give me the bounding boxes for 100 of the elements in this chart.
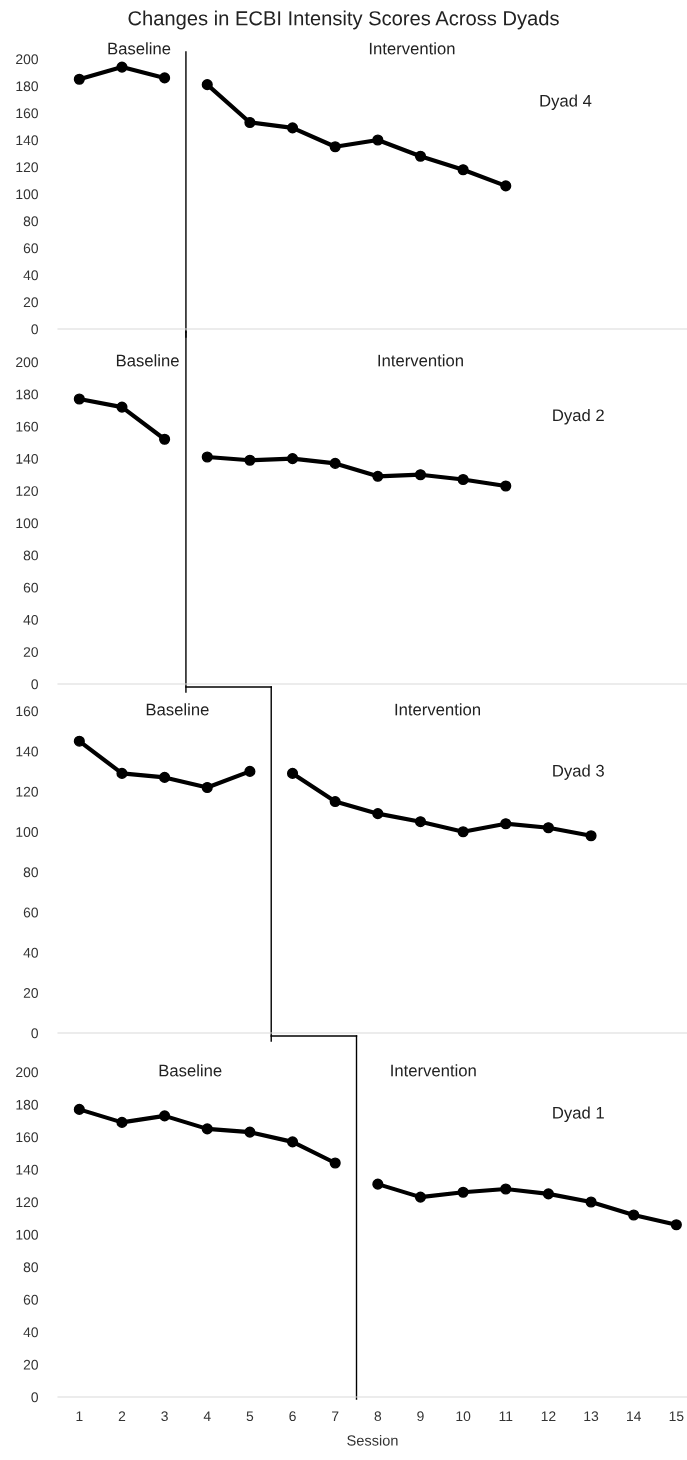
point	[73, 393, 85, 405]
y-tick-label: 20	[23, 297, 39, 308]
point	[457, 164, 469, 176]
point	[116, 767, 128, 779]
point	[286, 453, 299, 465]
x-tick-label: 2	[118, 1411, 126, 1421]
y-tick-label: 120	[16, 162, 39, 173]
point	[73, 735, 85, 747]
point	[542, 1188, 554, 1200]
point	[414, 1191, 427, 1203]
annotation: Baseline	[146, 703, 209, 716]
annotation: Intervention	[391, 1064, 476, 1077]
y-tick-label: 140	[16, 453, 39, 464]
y-tick-label: 180	[16, 389, 39, 400]
point	[372, 1178, 384, 1190]
y-tick-label: 0	[31, 1392, 39, 1403]
point	[414, 816, 427, 828]
y-tick-label: 60	[23, 907, 39, 918]
y-tick-label: 140	[16, 746, 39, 757]
point	[670, 1219, 682, 1231]
point	[73, 1103, 85, 1115]
point	[159, 1110, 171, 1122]
x-tick-label: 1	[76, 1411, 83, 1421]
point	[414, 469, 427, 481]
point	[585, 830, 597, 842]
x-tick-label: 15	[669, 1411, 684, 1422]
x-tick-label: 12	[541, 1411, 556, 1421]
y-tick-label: 60	[23, 243, 39, 254]
y-tick-label: 40	[23, 614, 39, 625]
point	[500, 180, 512, 192]
point	[159, 433, 171, 445]
y-tick-label: 140	[16, 1164, 39, 1175]
y-tick-label: 120	[16, 486, 39, 496]
y-tick-label: 100	[16, 827, 39, 837]
y-tick-label: 60	[23, 582, 39, 593]
point	[414, 150, 427, 162]
point	[73, 73, 85, 85]
y-tick-label: 120	[16, 1197, 39, 1208]
y-tick-label: 180	[16, 81, 39, 92]
x-tick-label: 5	[246, 1411, 254, 1422]
text: Intervention	[369, 42, 455, 55]
y-tick-label: 80	[23, 867, 39, 878]
x-tick-label: 7	[332, 1411, 339, 1421]
y-tick-label: 80	[23, 550, 39, 561]
annotation: Baseline	[159, 1064, 222, 1077]
point	[116, 401, 128, 413]
point	[201, 79, 213, 91]
point	[286, 767, 299, 779]
y-tick-label: 60	[23, 1294, 39, 1305]
y-tick-label: 120	[16, 786, 39, 797]
point	[329, 457, 341, 469]
y-tick-label: 20	[23, 988, 39, 998]
x-tick-label: 6	[289, 1411, 296, 1422]
point	[372, 808, 384, 820]
x-tick-label: 4	[203, 1411, 211, 1421]
point	[542, 822, 554, 834]
annotation: Dyad 4	[540, 94, 592, 110]
chart-title: Changes in ECBI Intensity Scores Across Dyads	[128, 10, 559, 30]
point	[457, 1186, 469, 1198]
point	[372, 134, 384, 146]
point	[457, 826, 469, 838]
point	[329, 1157, 341, 1169]
point	[159, 771, 171, 783]
text: Baseline	[108, 42, 171, 55]
x-tick-label: 10	[456, 1411, 471, 1422]
y-tick-label: 180	[16, 1099, 39, 1110]
x-tick-label: 13	[584, 1411, 599, 1422]
point	[329, 141, 341, 153]
y-tick-label: 40	[23, 1327, 39, 1338]
y-tick-label: 160	[16, 706, 39, 717]
point	[116, 61, 128, 73]
y-tick-label: 100	[16, 518, 39, 529]
point	[329, 796, 341, 808]
y-tick-label: 160	[16, 1132, 39, 1143]
point	[201, 451, 213, 463]
point	[244, 116, 256, 129]
point	[244, 1126, 256, 1138]
y-tick-label: 80	[23, 216, 39, 227]
y-tick-label: 200	[16, 54, 39, 65]
y-tick-label: 140	[16, 135, 39, 146]
annotation: Intervention	[395, 703, 480, 716]
point	[500, 818, 512, 830]
point	[244, 454, 256, 466]
x-tick-label: 14	[627, 1411, 642, 1421]
point	[457, 473, 469, 486]
x-tick-label: 8	[374, 1411, 382, 1422]
annotation: Dyad 2	[553, 408, 604, 425]
point	[500, 1183, 512, 1195]
point	[244, 765, 256, 777]
point	[628, 1209, 640, 1221]
annotation: Baseline	[116, 354, 179, 367]
y-tick-label: 0	[31, 1028, 39, 1039]
point	[116, 1116, 128, 1128]
y-tick-label: 0	[31, 324, 39, 335]
y-tick-label: 200	[16, 1067, 39, 1078]
annotation: Intervention	[378, 354, 463, 367]
y-tick-label: 100	[16, 189, 39, 200]
annotation: Dyad 1	[553, 1106, 604, 1123]
point	[500, 480, 512, 492]
x-axis-title: Session	[347, 1434, 398, 1446]
